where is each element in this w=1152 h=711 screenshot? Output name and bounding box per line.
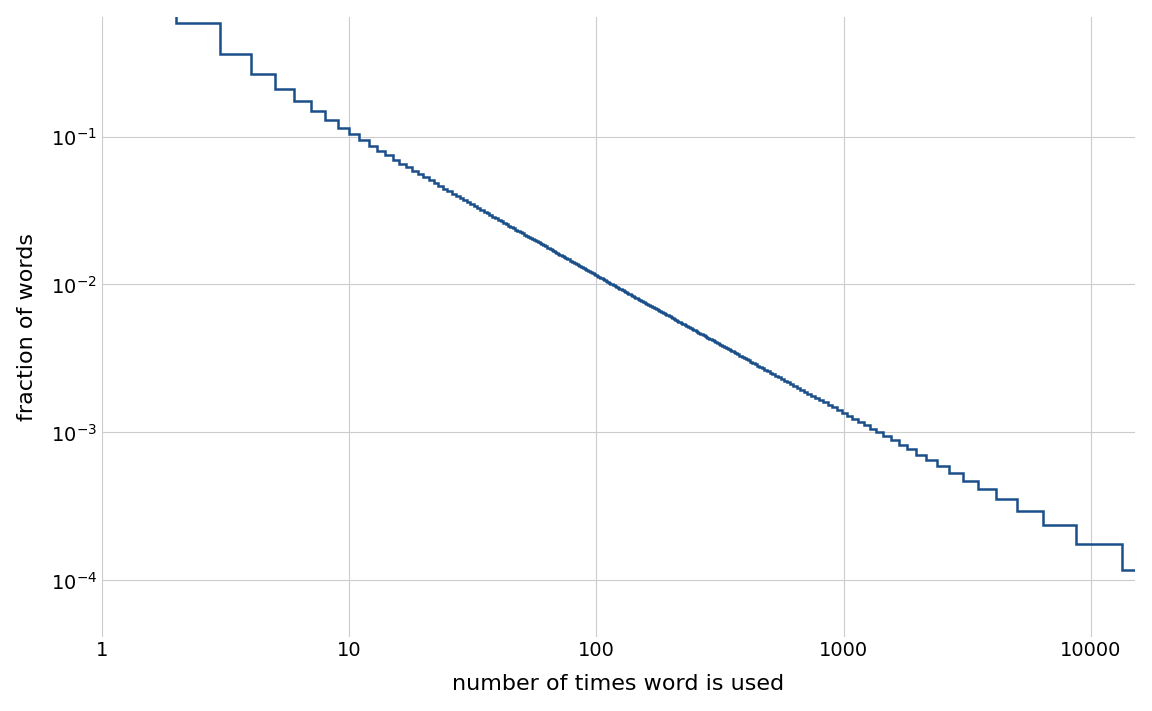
X-axis label: number of times word is used: number of times word is used [453, 674, 785, 695]
Y-axis label: fraction of words: fraction of words [16, 232, 37, 421]
